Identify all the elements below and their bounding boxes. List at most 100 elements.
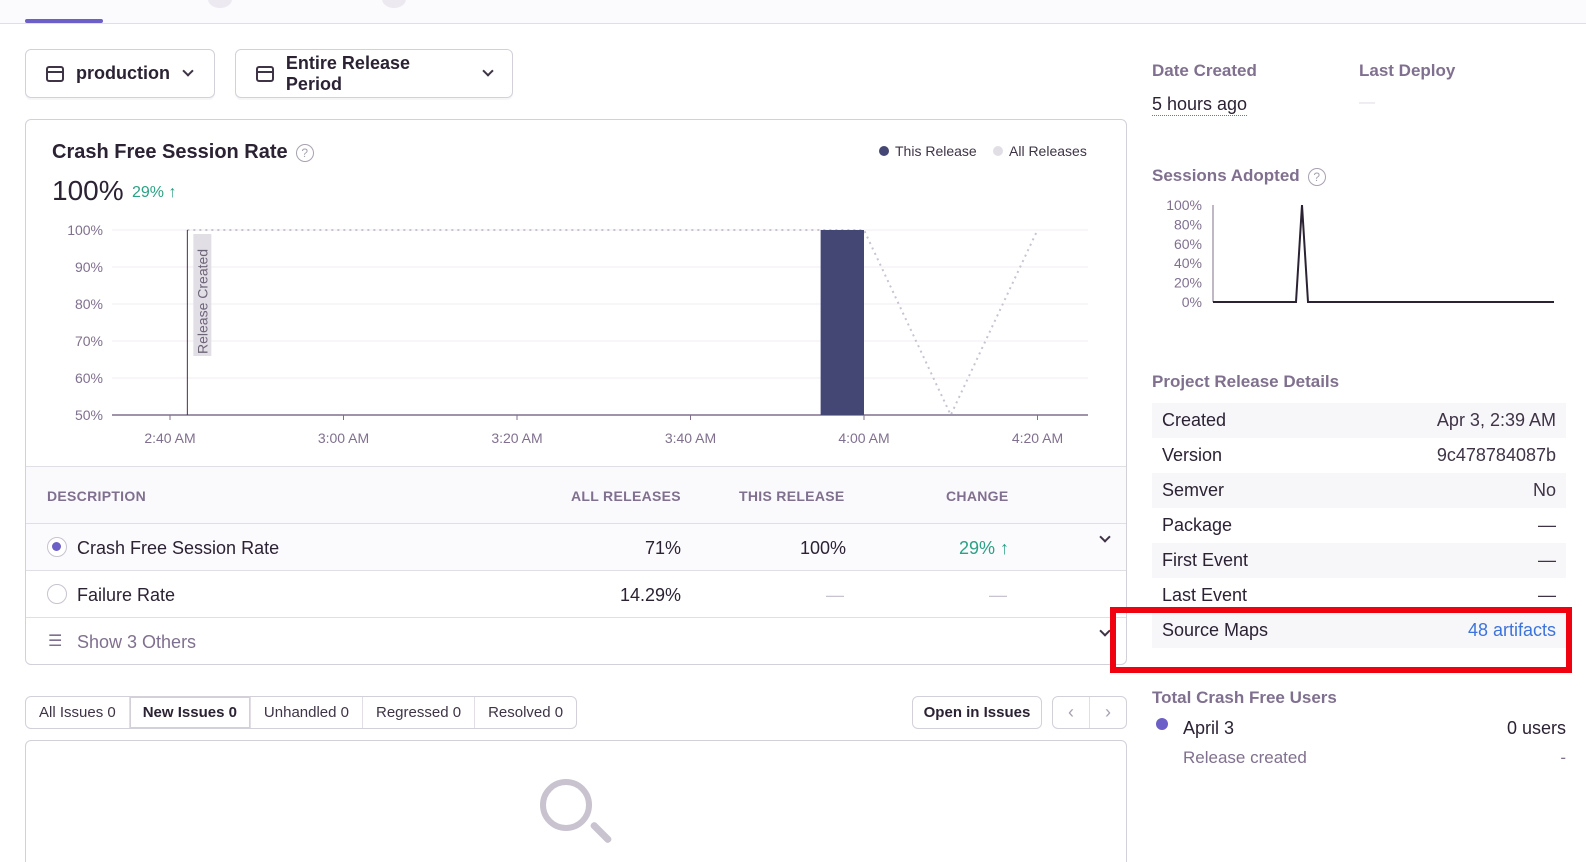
y-tick-label: 60% <box>75 370 103 386</box>
tab-new-issues[interactable]: New Issues 0 <box>129 697 251 728</box>
chevron-down-icon[interactable] <box>1099 531 1111 543</box>
annotation-highlight-box <box>1110 607 1572 673</box>
x-tick-label: 3:40 AM <box>665 430 716 446</box>
detail-row-version: Version 9c478784087b <box>1152 438 1566 473</box>
x-tick-label: 4:00 AM <box>838 430 889 446</box>
table-row[interactable]: Failure Rate 14.29% — — <box>26 571 1126 618</box>
issues-tab-group: All Issues 0 New Issues 0 Unhandled 0 Re… <box>25 696 578 729</box>
release-marker-label: Release Created <box>194 249 210 354</box>
detail-row-last-event: Last Event — <box>1152 578 1566 613</box>
search-icon <box>540 779 592 831</box>
help-icon[interactable]: ? <box>295 143 314 162</box>
arrow-up-icon: ↑ <box>168 184 177 201</box>
tab-badge <box>382 0 406 8</box>
tab-all-issues[interactable]: All Issues 0 <box>26 697 130 728</box>
comparison-table-header: DESCRIPTION ALL RELEASES THIS RELEASE CH… <box>26 466 1126 524</box>
chart-title: Crash Free Session Rate? <box>52 141 314 164</box>
row-all-value: 14.29% <box>619 585 681 605</box>
tab-regressed[interactable]: Regressed 0 <box>363 697 476 728</box>
legend-all-releases[interactable]: All Releases <box>993 143 1087 159</box>
detail-value: No <box>1532 480 1556 500</box>
detail-row-package: Package — <box>1152 508 1566 543</box>
sessions-adopted-label: Sessions Adopted? <box>1152 166 1326 186</box>
detail-row-created: Created Apr 3, 2:39 AM <box>1152 403 1566 438</box>
y-tick-label: 100% <box>1166 197 1202 213</box>
date-created-value[interactable]: 5 hours ago <box>1152 94 1248 116</box>
period-dropdown[interactable]: Entire Release Period <box>235 49 513 98</box>
y-tick-label: 20% <box>1174 275 1202 291</box>
detail-key: First Event <box>1162 550 1249 570</box>
date-created-label: Date Created <box>1152 61 1257 80</box>
show-others-label: Show 3 Others <box>77 632 197 652</box>
detail-value: 9c478784087b <box>1436 445 1556 465</box>
y-tick-label: 0% <box>1182 294 1202 310</box>
bar-this-release <box>820 230 864 415</box>
chevron-down-icon[interactable] <box>1099 625 1111 637</box>
y-tick-label: 60% <box>1174 236 1202 252</box>
tab-unhandled[interactable]: Unhandled 0 <box>251 697 363 728</box>
x-tick-label: 2:40 AM <box>144 430 195 446</box>
crash-free-users-note: Release created <box>1183 748 1307 767</box>
tab-badge <box>208 0 232 8</box>
series-dot <box>1156 718 1168 730</box>
legend-this-release[interactable]: This Release <box>879 143 977 159</box>
show-others-row[interactable]: ☰ Show 3 Others <box>26 618 1126 664</box>
crash-free-users-note-value: - <box>1560 748 1566 767</box>
calendar-icon <box>256 65 274 82</box>
y-tick-label: 100% <box>67 222 103 238</box>
list-icon: ☰ <box>48 633 63 650</box>
x-tick-label: 3:20 AM <box>491 430 542 446</box>
row-radio[interactable] <box>47 584 67 604</box>
chart-change: 29% ↑ <box>132 184 177 201</box>
detail-key: Source Maps <box>1162 620 1269 640</box>
active-tab-indicator <box>25 19 103 23</box>
detail-value: — <box>1538 550 1556 570</box>
y-tick-label: 80% <box>1174 216 1202 232</box>
y-tick-label: 80% <box>75 296 103 312</box>
help-icon[interactable]: ? <box>1307 167 1326 186</box>
detail-key: Last Event <box>1162 585 1248 605</box>
y-tick-label: 40% <box>1174 255 1202 271</box>
next-page-button[interactable]: › <box>1105 702 1111 722</box>
period-label: Entire Release Period <box>285 52 410 94</box>
calendar-icon <box>46 65 64 82</box>
detail-key: Created <box>1162 410 1227 430</box>
table-row[interactable]: Crash Free Session Rate 71% 100% 29% ↑ <box>26 524 1126 571</box>
environment-dropdown[interactable]: production <box>25 49 215 98</box>
col-all-releases: ALL RELEASES <box>571 488 681 504</box>
project-release-details-label: Project Release Details <box>1152 372 1340 391</box>
legend-dot <box>993 146 1003 156</box>
detail-value: Apr 3, 2:39 AM <box>1436 410 1556 430</box>
session-rate-chart: 100% 90% 80% 70% 60% 50% 2:40 AM 3:00 AM 3:20 AM… <box>67 222 1088 446</box>
crash-free-users-date: April 3 <box>1183 718 1235 738</box>
y-tick-label: 90% <box>75 259 103 275</box>
col-change: CHANGE <box>946 488 1009 504</box>
sessions-line <box>1213 204 1554 303</box>
x-tick-label: 3:00 AM <box>318 430 369 446</box>
chart-big-value: 100% <box>52 175 124 206</box>
row-all-value: 71% <box>644 538 681 558</box>
issues-empty-state <box>25 740 1127 862</box>
row-this-value: 100% <box>799 538 846 558</box>
source-maps-link[interactable]: 48 artifacts <box>1467 620 1556 640</box>
sessions-adopted-chart: 100% 80% 60% 40% 20% 0% <box>1166 197 1554 310</box>
total-crash-free-users-label: Total Crash Free Users <box>1152 688 1337 707</box>
row-this-value: — <box>826 585 844 605</box>
col-this-release: THIS RELEASE <box>739 488 845 504</box>
last-deploy-value: — <box>1359 94 1375 111</box>
legend-dot <box>879 146 889 156</box>
environment-label: production <box>76 63 170 83</box>
tab-resolved[interactable]: Resolved 0 <box>488 704 564 721</box>
row-radio-selected[interactable] <box>47 537 67 557</box>
open-in-issues-button[interactable]: Open in Issues <box>912 696 1042 729</box>
detail-value: — <box>1538 515 1556 535</box>
row-label: Failure Rate <box>77 585 176 605</box>
crash-free-chart-panel: Crash Free Session Rate? 100% 29% ↑ This… <box>25 119 1127 665</box>
y-tick-label: 70% <box>75 333 103 349</box>
prev-page-button[interactable]: ‹ <box>1053 697 1090 728</box>
row-change: — <box>989 585 1007 605</box>
detail-key: Version <box>1162 445 1223 465</box>
row-change: 29% ↑ <box>958 538 1009 558</box>
top-tabs-bar <box>0 0 1586 24</box>
x-tick-label: 4:20 AM <box>1012 430 1063 446</box>
